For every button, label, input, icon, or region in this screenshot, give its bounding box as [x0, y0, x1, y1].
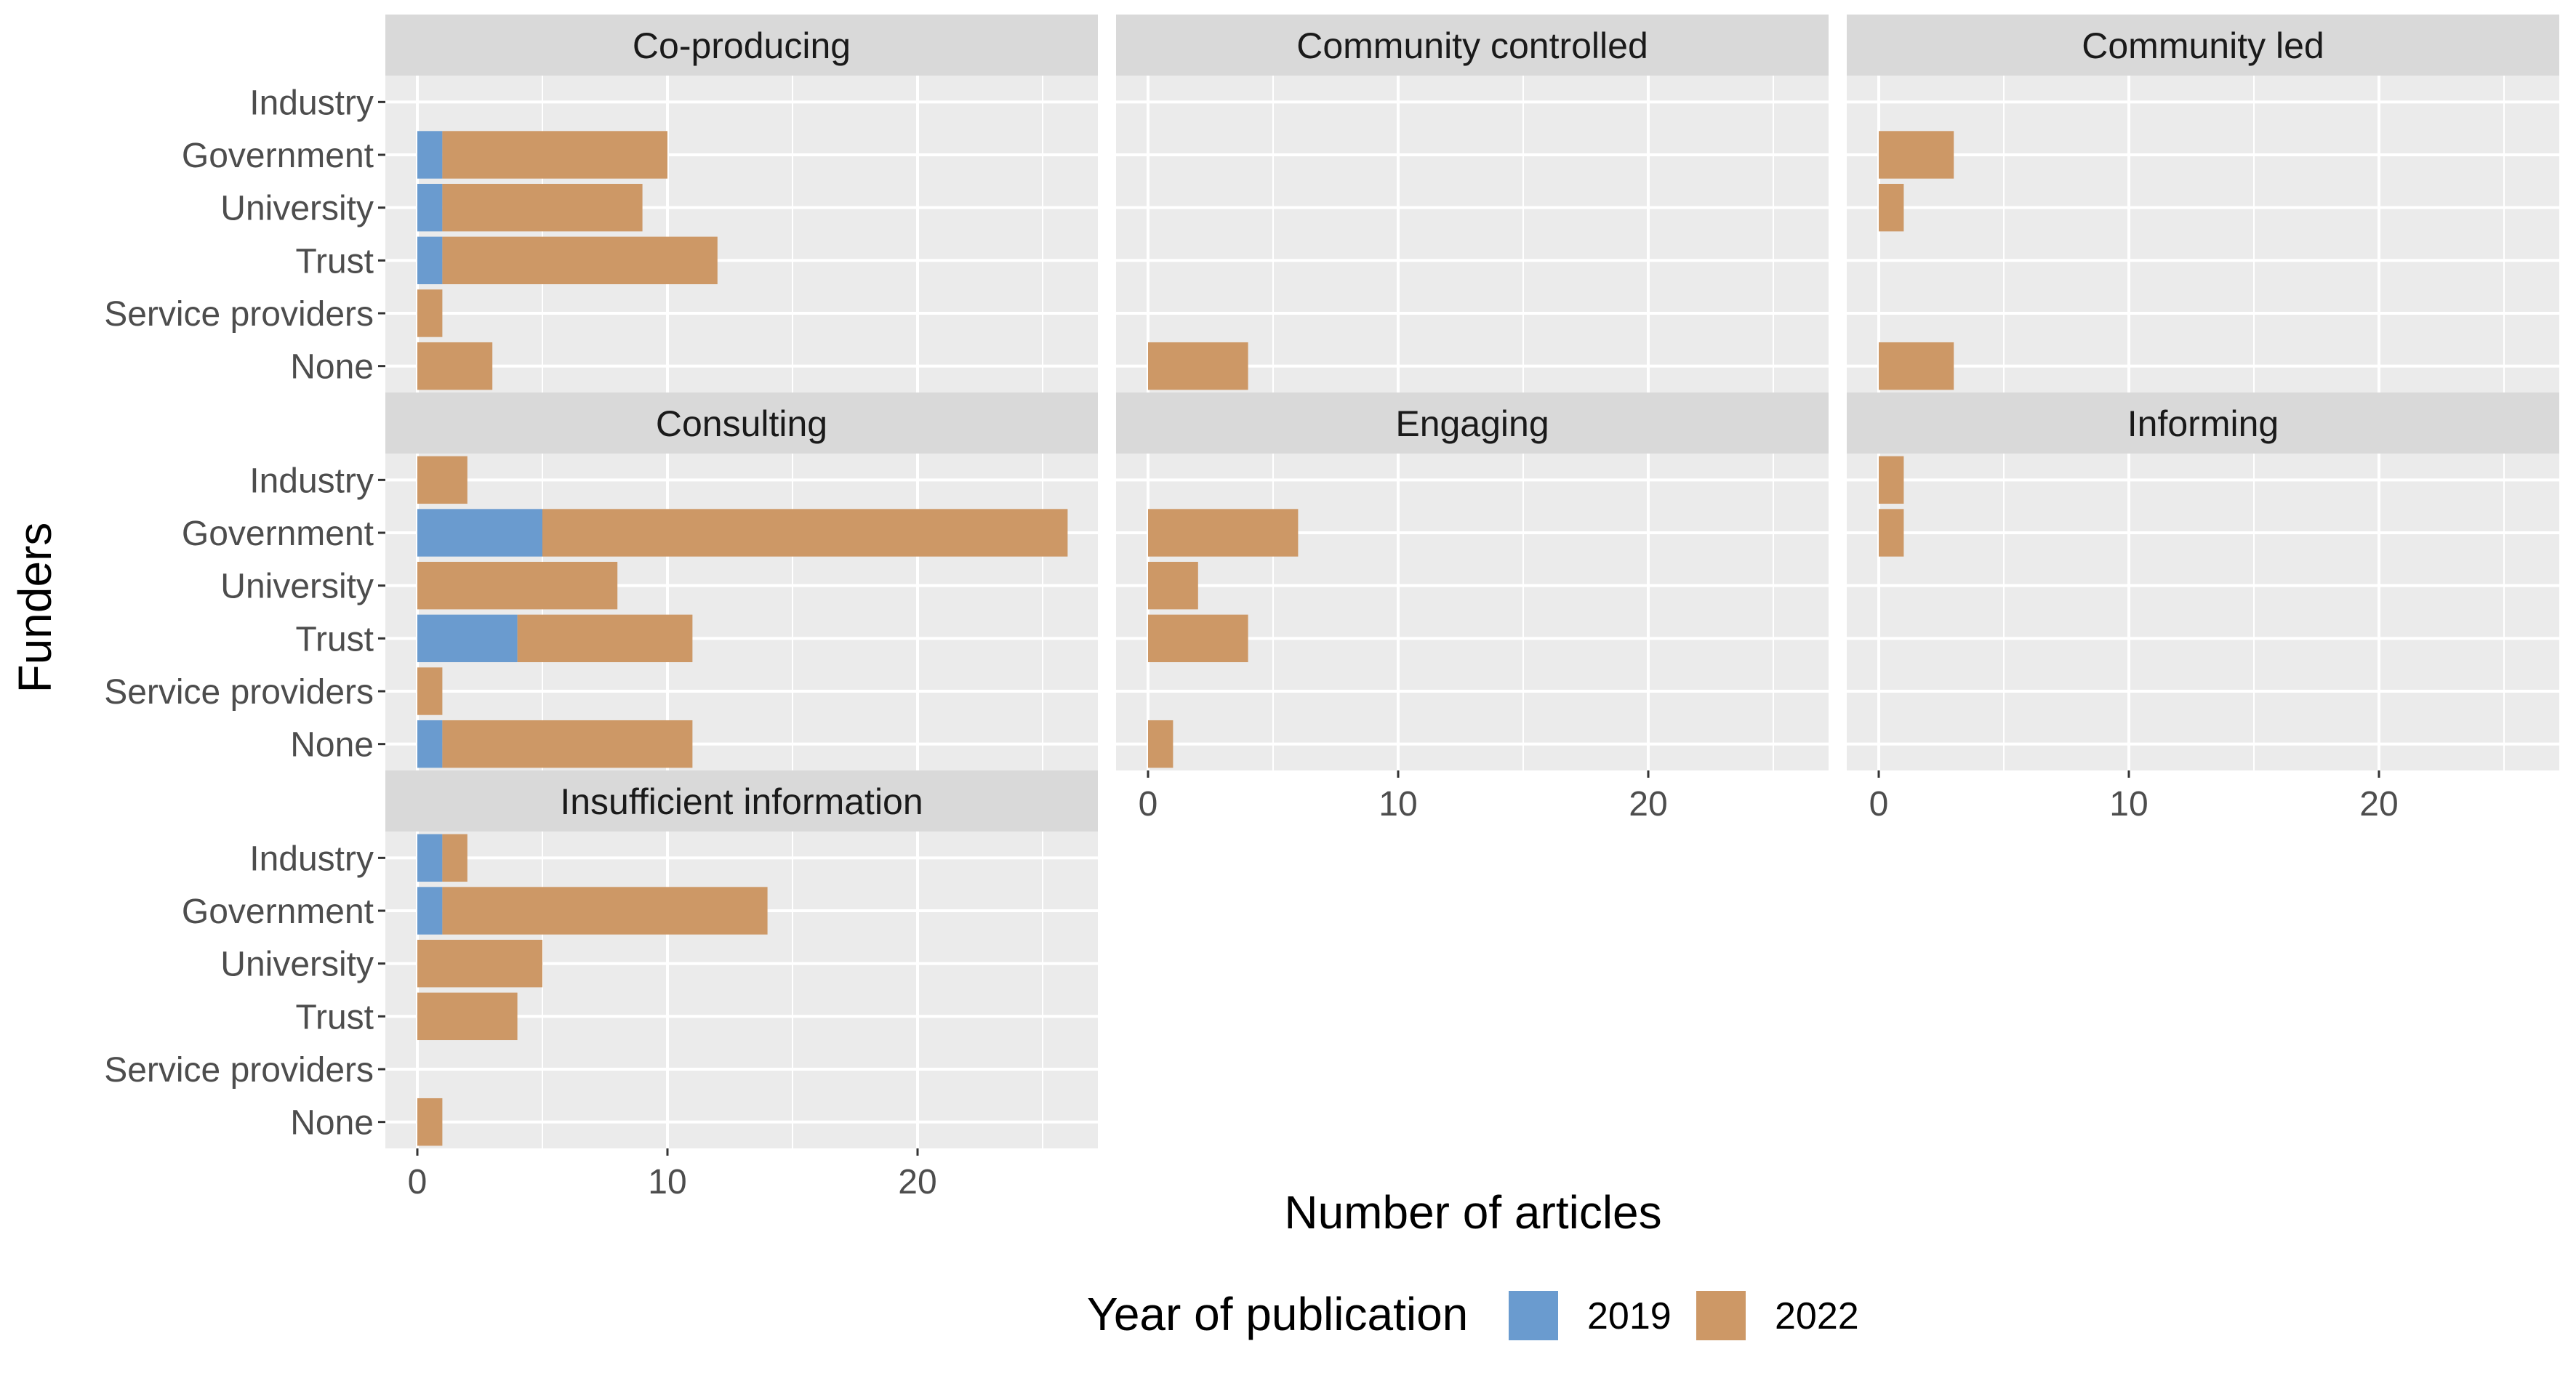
panel-background	[385, 832, 1098, 1148]
panel-co-producing: Co-producing Industry Government University…	[104, 15, 1098, 392]
bar-2022-government	[1148, 509, 1299, 557]
legend-label-2019: 2019	[1587, 1295, 1672, 1337]
bar-2019-industry	[417, 834, 443, 882]
bar-2019-government	[417, 887, 443, 935]
bar-2022-none	[1148, 720, 1173, 768]
x-tick-label: 0	[408, 1163, 428, 1201]
legend-key-2022	[1696, 1291, 1746, 1340]
y-tick-label: None	[290, 1104, 374, 1143]
y-tick-label: None	[290, 348, 374, 387]
y-axis-title: Funders	[9, 523, 61, 693]
x-tick-label: 20	[2359, 785, 2398, 824]
bar-2022-service-providers	[417, 289, 443, 337]
x-axis-title: Number of articles	[1284, 1186, 1661, 1239]
x-tick-label: 0	[1869, 785, 1889, 824]
bar-2022-government	[542, 509, 1068, 557]
y-tick-label: University	[220, 568, 374, 606]
bar-2022-trust	[1148, 614, 1248, 663]
bar-2022-government	[1879, 131, 1954, 179]
panels: Co-producing Industry Government University…	[104, 15, 2559, 1201]
bar-2022-none	[1879, 342, 1954, 390]
bar-2022-none	[442, 720, 693, 768]
y-tick-label: Service providers	[104, 1051, 374, 1090]
legend-label-2022: 2022	[1775, 1295, 1859, 1337]
bar-2019-trust	[417, 614, 518, 663]
bar-2022-none	[1148, 342, 1248, 390]
panel-community-led: Community led	[1847, 15, 2559, 392]
panel-consulting: Consulting Industry Government University Tr…	[104, 392, 1098, 770]
bar-2019-trust	[417, 236, 443, 285]
panel-community-controlled: Community controlled	[1116, 15, 1829, 392]
panel-background	[385, 454, 1098, 770]
x-tick-label: 20	[1629, 785, 1667, 824]
panel-insufficient-information: Insufficient information Industry Governme…	[104, 770, 1098, 1201]
panel-strip	[1847, 15, 2559, 76]
bar-2022-trust	[417, 992, 518, 1041]
panel-strip	[1116, 15, 1829, 76]
x-tick-label: 10	[648, 1163, 686, 1201]
legend-title: Year of publication	[1087, 1288, 1468, 1340]
panel-engaging: Engaging 0 10 20	[1116, 392, 1829, 824]
x-tick-label: 10	[1379, 785, 1417, 824]
y-tick-label: University	[220, 190, 374, 228]
y-tick-label: University	[220, 946, 374, 984]
panel-background	[385, 76, 1098, 392]
bar-2022-government	[1879, 509, 1904, 557]
x-tick-label: 10	[2109, 785, 2148, 824]
bar-2022-industry	[417, 456, 468, 504]
x-tick-label: 0	[1139, 785, 1158, 824]
y-tick-label: Service providers	[104, 673, 374, 712]
y-tick-label: Government	[182, 893, 374, 931]
y-tick-label: None	[290, 726, 374, 765]
bar-2022-university	[417, 561, 618, 610]
bar-2022-none	[417, 342, 493, 390]
y-tick-label: Trust	[295, 620, 374, 659]
panel-strip	[385, 392, 1098, 454]
bar-2022-university	[1148, 561, 1198, 610]
bar-2019-university	[417, 183, 443, 232]
bar-2022-industry	[442, 834, 468, 882]
panel-background	[1847, 76, 2559, 392]
bar-2022-service-providers	[417, 667, 443, 715]
y-tick-label: Trust	[295, 242, 374, 281]
legend-key-2019	[1509, 1291, 1558, 1340]
y-tick-label: Government	[182, 515, 374, 553]
bar-2022-trust	[517, 614, 693, 663]
y-tick-label: Government	[182, 137, 374, 175]
panel-strip	[385, 770, 1098, 832]
y-tick-label: Industry	[249, 84, 374, 122]
bar-2022-industry	[1879, 456, 1904, 504]
panel-strip	[1116, 392, 1829, 454]
legend: Year of publication 2019 2022	[1087, 1288, 1859, 1340]
panel-background	[1116, 454, 1829, 770]
y-tick-label: Industry	[249, 839, 374, 878]
bar-2022-none	[417, 1098, 443, 1146]
panel-title: Informing	[2127, 403, 2279, 444]
panel-title: Engaging	[1395, 403, 1549, 444]
panel-title: Consulting	[656, 403, 827, 444]
panel-title: Community led	[2082, 25, 2324, 66]
panel-title: Insufficient information	[560, 781, 923, 822]
y-tick-label: Service providers	[104, 295, 374, 334]
panel-title: Community controlled	[1296, 25, 1648, 66]
bar-2022-trust	[442, 236, 718, 285]
bar-2022-university	[1879, 183, 1904, 232]
bar-2022-government	[442, 887, 768, 935]
panel-strip	[385, 15, 1098, 76]
y-tick-label: Trust	[295, 998, 374, 1036]
y-tick-label: Industry	[249, 462, 374, 500]
bar-2022-university	[417, 939, 542, 988]
panel-title: Co-producing	[633, 25, 851, 66]
x-tick-label: 20	[898, 1163, 936, 1201]
bar-2019-government	[417, 509, 542, 557]
panel-background	[1847, 454, 2559, 770]
panel-informing: Informing 0 10 20	[1847, 392, 2559, 824]
bar-2022-university	[442, 183, 643, 232]
bar-2022-government	[442, 131, 667, 179]
panel-background	[1116, 76, 1829, 392]
bar-2019-none	[417, 720, 443, 768]
panel-strip	[1847, 392, 2559, 454]
bar-2019-government	[417, 131, 443, 179]
